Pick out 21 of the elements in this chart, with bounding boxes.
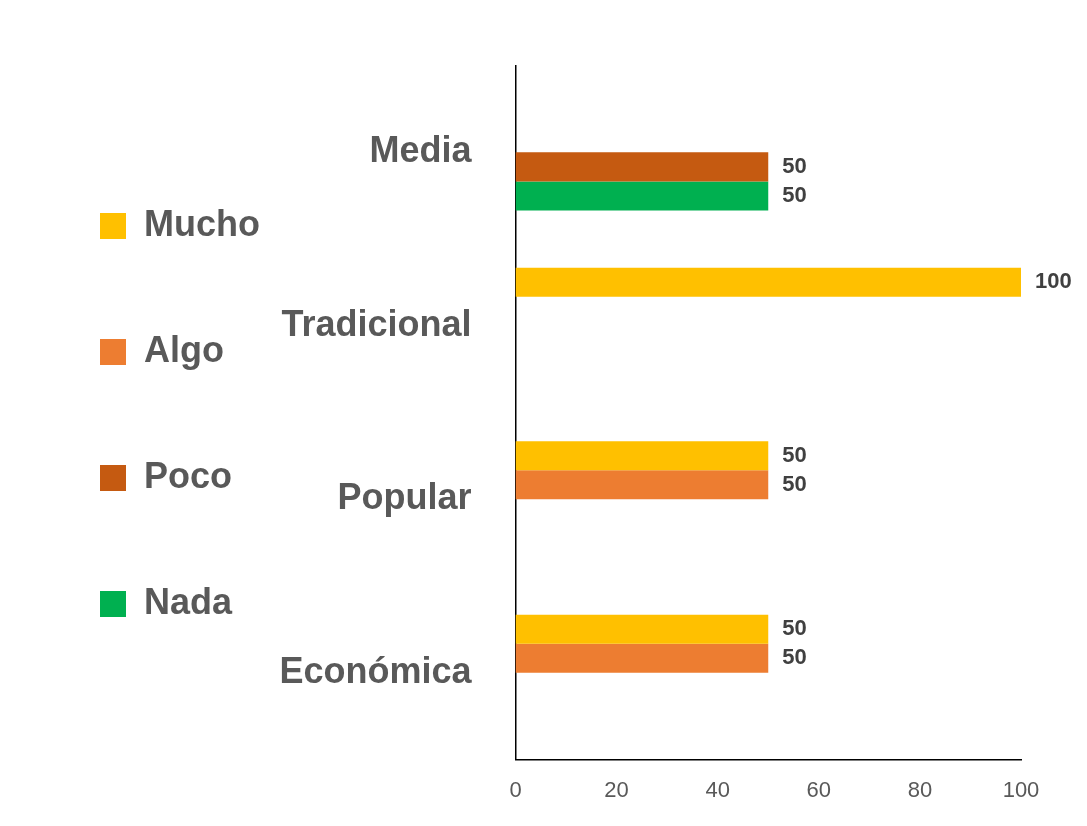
x-tick-label: 0	[509, 776, 522, 802]
data-label: 50	[782, 470, 807, 496]
data-label: 50	[782, 152, 807, 178]
y-tick-label: Media	[369, 129, 473, 171]
x-tick-label: 60	[806, 776, 832, 802]
legend-label: Mucho	[144, 202, 260, 244]
x-tick-label: 40	[705, 776, 730, 802]
y-tick-label: Económica	[279, 649, 473, 691]
legend-label: Algo	[144, 328, 224, 370]
data-label: 50	[782, 615, 807, 641]
y-tick-label: Popular	[337, 476, 472, 518]
legend-label: Poco	[144, 454, 233, 496]
data-label: 50	[782, 441, 807, 467]
x-tick-label: 80	[907, 776, 933, 802]
data-label: 50	[782, 644, 807, 670]
legend-label: Nada	[144, 580, 234, 622]
y-tick-label: Tradicional	[281, 302, 472, 344]
x-tick-label: 100	[1002, 776, 1040, 802]
data-label: 100	[1035, 268, 1072, 294]
x-tick-label: 20	[604, 776, 629, 802]
data-label: 50	[782, 182, 807, 207]
